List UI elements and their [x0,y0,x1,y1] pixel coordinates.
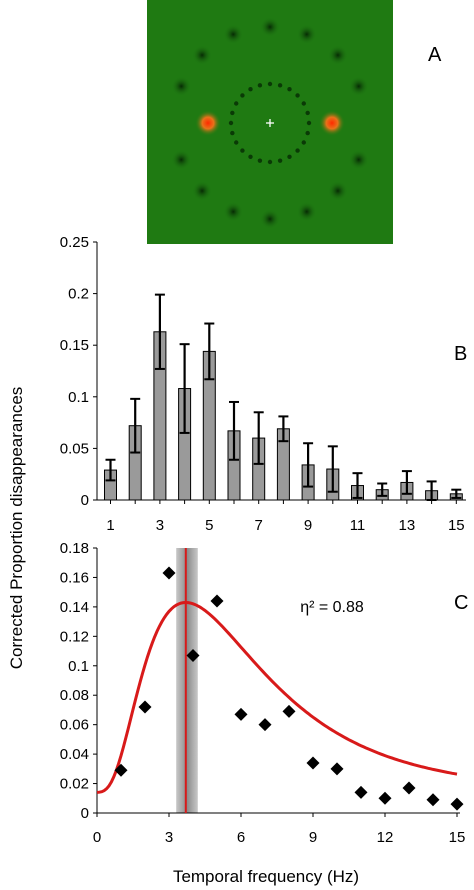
x-tick-label: 11 [350,517,366,534]
bar-chart: 00.050.10.150.20.251 3 5 7 9 11 13 15 [60,234,466,534]
blur-dot [192,45,213,66]
inner-dot [295,148,300,153]
inner-dot [277,83,283,88]
x-tick-label: 3 [156,517,164,534]
inner-dot [305,130,310,136]
y-tick-label: 0.16 [60,569,89,586]
inner-dot [228,120,234,126]
blur-dot [296,24,317,45]
data-point [162,566,176,580]
y-tick-label: 0.08 [60,687,89,704]
data-point [402,781,416,795]
data-point [378,791,392,805]
panel-label-b: B [454,343,468,365]
x-tick-label: 13 [399,517,416,534]
y-tick-label: 0 [81,492,89,509]
x-tick-label: 6 [237,829,245,846]
inner-dot [257,158,263,163]
y-tick-label: 0 [81,805,89,822]
inner-dot [248,154,253,159]
inner-dot [230,110,235,116]
y-tick-label: 0.18 [60,540,89,557]
x-tick-label: 9 [309,829,317,846]
blur-dot [327,180,348,201]
blur-dot [327,45,348,66]
panel-label-c: C [454,592,469,614]
x-tick-label: 15 [448,517,465,534]
data-point [354,785,368,799]
blur-dot [223,201,244,222]
data-point [258,718,272,732]
blur-dot [171,149,192,170]
y-tick-label: 0.14 [60,599,89,616]
inner-dot [287,87,292,92]
x-tick-label: 5 [205,517,213,534]
y-tick-label: 0.25 [60,234,89,251]
fit-curve [96,600,458,794]
inner-dot [248,87,253,92]
data-point [234,707,248,721]
data-point [450,797,464,811]
x-tick-label: 1 [106,517,114,534]
x-tick-label: 3 [165,829,173,846]
x-tick-label: 15 [449,829,466,846]
data-point [186,648,200,662]
x-tick-label: 7 [255,517,263,534]
inner-dot [301,101,306,106]
inner-dot [240,93,245,98]
data-point [114,763,128,777]
blur-dot [260,17,280,37]
inner-dot [305,110,310,116]
inner-dot [230,130,235,136]
y-tick-label: 0.05 [60,440,89,457]
data-point [282,704,296,718]
x-tick-label: 9 [304,517,312,534]
red-target-left [195,110,221,136]
data-point [138,700,152,714]
x-tick-label: 12 [377,829,394,846]
stimulus-svg [171,17,369,229]
scatter-chart: 0 0.02 0.04 0.06 0.08 0.1 0.12 0.14 0.16 0.18 0 3 6 9… [60,540,466,846]
data-point [426,793,440,807]
data-point [330,762,344,776]
blur-dot [260,209,280,229]
y-tick-label: 0.04 [60,746,89,763]
y-tick-label: 0.02 [60,776,89,793]
inner-dot [295,93,300,98]
blur-dot [296,201,317,222]
inner-dot [287,154,292,159]
panel-label-a: A [428,44,442,66]
y-tick-label: 0.06 [60,717,89,734]
inner-dot [306,120,312,126]
blur-dot [223,24,244,45]
y-axis-label: Corrected Proportion disappearances [7,387,26,670]
inner-dot [277,158,283,163]
eta-squared-label: η² = 0.88 [300,599,364,616]
inner-dot [234,101,239,106]
x-tick-label: 0 [93,829,101,846]
inner-dot [240,148,245,153]
y-tick-label: 0.12 [60,628,89,645]
inner-dot [301,140,306,145]
x-axis-label: Temporal frequency (Hz) [173,867,359,886]
data-point [210,594,224,608]
blur-dot [348,149,369,170]
blur-dot [348,76,369,97]
inner-dot [234,140,239,145]
inner-dot [257,83,263,88]
y-tick-label: 0.15 [60,337,89,354]
data-point [306,756,320,770]
red-target-right [319,110,345,136]
inner-dot [267,159,273,165]
y-tick-label: 0.1 [68,389,89,406]
inner-dot [267,81,273,87]
stimulus-image [147,0,393,244]
peak-band [176,548,198,813]
blur-dot [171,76,192,97]
y-tick-label: 0.1 [68,658,89,675]
blur-dot [192,180,213,201]
y-tick-label: 0.2 [68,286,89,303]
